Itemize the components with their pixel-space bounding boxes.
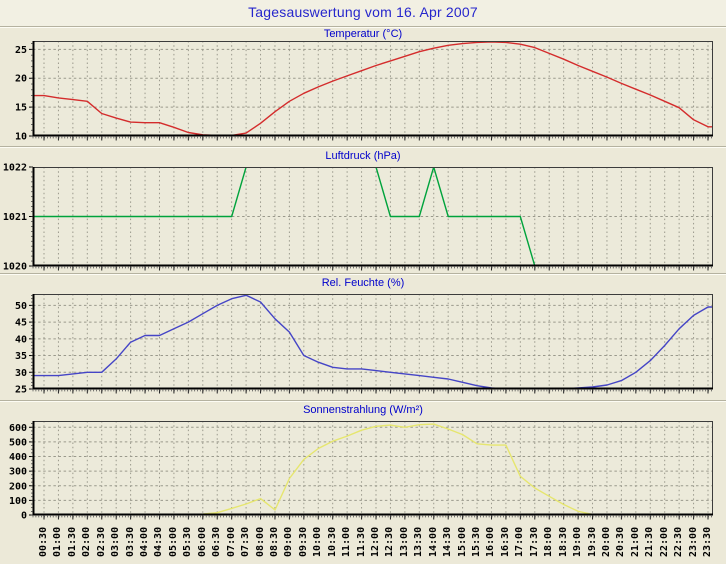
chart-title-radiation: Sonnenstrahlung (W/m²): [303, 404, 423, 416]
x-tick-label: 03:00: [110, 526, 122, 557]
x-tick-label: 01:00: [52, 526, 64, 557]
x-tick-label: 16:00: [485, 526, 497, 557]
x-tick-label: 01:30: [66, 526, 78, 557]
y-tick-label: 35: [15, 351, 27, 362]
y-tick-label: 1021: [3, 212, 27, 223]
x-tick-label: 18:00: [543, 526, 555, 557]
x-tick-label: 11:00: [341, 526, 353, 557]
chart-title-temperature: Temperatur (°C): [323, 28, 403, 40]
y-tick-label: 25: [15, 45, 27, 56]
temperature-line: [33, 41, 713, 136]
y-tick-label: 400: [9, 452, 27, 463]
chart-plot-radiation: 0 100 200 300 400 500 600: [9, 421, 713, 522]
x-tick-label: 09:30: [297, 526, 309, 557]
x-tick-label: 08:00: [254, 526, 266, 557]
x-tick-label: 02:30: [95, 526, 107, 557]
x-tick-label: 14:00: [427, 526, 439, 557]
x-tick-label: 15:00: [456, 526, 468, 557]
x-tick-label: 18:30: [557, 526, 569, 557]
pressure-line: [33, 167, 713, 266]
x-tick-label: 12:00: [370, 526, 381, 557]
plot-area: [33, 294, 713, 389]
y-tick-label: 200: [9, 481, 27, 492]
x-tick-label: 22:30: [673, 526, 685, 557]
y-tick-label: 50: [15, 301, 27, 312]
y-tick-label: 45: [15, 318, 27, 329]
title-strip: [0, 0, 726, 26]
x-tick-label: 22:00: [658, 526, 670, 557]
separator-line: [0, 400, 726, 402]
chart-plot-humidity: 25 30 35 40 45 50: [15, 294, 713, 396]
y-tick-label: 10: [15, 132, 27, 143]
x-tick-label: 07:30: [240, 526, 252, 557]
radiation-line: [33, 423, 713, 515]
plot-area: [33, 421, 713, 515]
x-tick-label: 05:30: [182, 526, 194, 557]
x-tick-label: 17:00: [514, 526, 526, 557]
x-tick-label: 13:00: [398, 526, 410, 557]
x-tick-label: 02:00: [81, 526, 93, 557]
x-tick-label: 03:30: [124, 526, 136, 557]
separator-line: [0, 146, 726, 148]
y-tick-label: 100: [9, 496, 27, 507]
x-tick-label: 13:30: [413, 526, 425, 557]
y-tick-label: 1022: [3, 163, 27, 174]
x-tick-label: 20:30: [615, 526, 627, 557]
y-tick-label: 500: [9, 437, 27, 448]
x-tick-label: 07:00: [225, 526, 237, 557]
x-tick-label: 15:30: [471, 526, 483, 557]
x-tick-label: 14:30: [442, 526, 454, 557]
chart-plot-temperature: 10 15 20 25: [15, 41, 713, 143]
x-tick-label: 10:00: [312, 526, 324, 557]
x-tick-label: 17:30: [528, 526, 540, 557]
humidity-line: [33, 294, 713, 389]
x-tick-label: 23:00: [687, 526, 699, 557]
x-tick-label: 19:30: [586, 526, 598, 557]
y-tick-label: 300: [9, 467, 27, 478]
x-tick-label: 21:30: [644, 526, 656, 557]
x-tick-label: 04:00: [139, 526, 151, 557]
y-tick-label: 1020: [3, 262, 27, 273]
x-tick-label: 09:00: [283, 526, 295, 557]
y-tick-label: 25: [15, 385, 27, 396]
x-tick-label: 08:30: [268, 526, 280, 557]
x-tick-label: 23:30: [702, 526, 713, 557]
y-tick-label: 40: [15, 334, 27, 345]
separator-line: [0, 26, 726, 28]
x-tick-label: 19:00: [572, 526, 584, 557]
x-tick-label: 21:00: [629, 526, 641, 557]
chart-plot-pressure: 1020 1021 1022: [3, 163, 713, 273]
y-tick-label: 15: [15, 103, 27, 114]
y-tick-label: 600: [9, 423, 27, 434]
y-tick-label: 0: [21, 511, 27, 522]
page-title: Tagesauswertung vom 16. Apr 2007: [248, 4, 478, 20]
plot-area: [33, 41, 713, 136]
x-tick-label: 06:30: [211, 526, 223, 557]
x-tick-label: 10:30: [326, 526, 338, 557]
x-tick-label: 04:30: [153, 526, 165, 557]
x-tick-label: 11:30: [355, 526, 367, 557]
x-tick-label: 06:00: [196, 526, 208, 557]
separator-line: [0, 273, 726, 275]
x-tick-label: 05:00: [167, 526, 179, 557]
chart-title-humidity: Rel. Feuchte (%): [321, 277, 405, 289]
x-tick-label: 16:30: [499, 526, 511, 557]
x-tick-label: 00:30: [38, 526, 49, 557]
chart-title-pressure: Luftdruck (hPa): [325, 150, 401, 162]
x-tick-label: 12:30: [384, 526, 396, 557]
x-tick-label: 20:00: [600, 526, 612, 557]
y-tick-label: 20: [15, 74, 27, 85]
y-tick-label: 30: [15, 368, 27, 379]
